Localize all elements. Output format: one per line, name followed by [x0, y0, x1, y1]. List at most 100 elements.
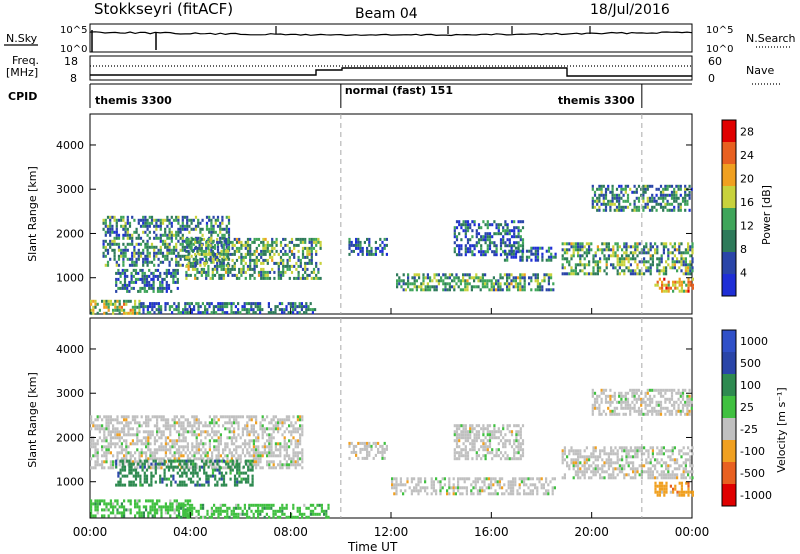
power-cell [464, 273, 467, 277]
power-cell [184, 305, 187, 309]
velocity-cell [233, 448, 236, 452]
velocity-cell [446, 489, 449, 493]
power-cell [249, 258, 252, 262]
velocity-cell [355, 444, 358, 448]
power-cell [618, 208, 621, 212]
power-cell [588, 248, 591, 252]
velocity-cell [545, 492, 548, 496]
power-cell [579, 263, 582, 267]
power-cell [267, 311, 270, 315]
power-cell [156, 268, 160, 272]
power-cell [621, 248, 624, 252]
power-cell [201, 218, 204, 222]
power-cell [517, 229, 520, 233]
velocity-cell [180, 503, 183, 507]
power-cell [667, 280, 670, 284]
power-cell [192, 218, 195, 222]
velocity-cell [235, 418, 238, 422]
power-cell [279, 249, 283, 253]
power-cell [166, 218, 169, 222]
velocity-cell [173, 427, 176, 431]
power-cell [264, 276, 267, 280]
power-cell [651, 193, 654, 197]
velocity-cell [206, 430, 209, 434]
velocity-cell [175, 514, 178, 518]
power-cell [223, 311, 226, 315]
power-cell [614, 254, 617, 258]
velocity-cell [266, 460, 269, 464]
velocity-cell [228, 436, 231, 440]
power-cell [199, 236, 202, 240]
power-cell [149, 311, 152, 315]
power-cell [460, 226, 463, 230]
velocity-cell [96, 505, 99, 509]
velocity-cell [96, 439, 99, 443]
power-cell [94, 305, 97, 309]
velocity-cell [486, 424, 489, 428]
power-cell [603, 254, 606, 258]
velocity-cell [268, 506, 271, 510]
power-cell [402, 279, 405, 283]
velocity-cell [101, 463, 104, 467]
power-cell [506, 252, 509, 256]
power-colorbar-tick: 12 [740, 220, 754, 233]
velocity-cell [90, 427, 93, 431]
velocity-cell [105, 415, 108, 419]
velocity-cell [266, 415, 269, 419]
power-cell [281, 302, 284, 306]
velocity-cell [465, 492, 468, 496]
power-cell [534, 246, 537, 250]
velocity-cell [134, 502, 137, 506]
power-cell [687, 286, 690, 290]
power-cell [679, 208, 682, 212]
velocity-cell [265, 506, 268, 510]
power-cell [92, 305, 95, 309]
velocity-cell [114, 430, 117, 434]
velocity-cell [216, 483, 219, 487]
power-cell [561, 254, 564, 258]
power-cell [679, 205, 682, 209]
power-cell [642, 196, 645, 200]
velocity-cell [487, 492, 490, 496]
velocity-cell [167, 421, 170, 425]
power-cell [220, 261, 223, 265]
power-cell [591, 202, 594, 206]
power-cell [163, 277, 166, 281]
velocity-cell [197, 512, 200, 516]
power-cell [618, 260, 621, 264]
power-cell [220, 264, 223, 268]
velocity-cell [469, 448, 472, 452]
velocity-cell [210, 515, 213, 519]
velocity-cell [120, 445, 123, 449]
velocity-cell [547, 483, 550, 487]
velocity-cell [167, 427, 170, 431]
power-cell [590, 248, 593, 252]
power-cell [596, 269, 599, 273]
power-cell [355, 246, 358, 250]
power-cell [312, 237, 316, 241]
power-cell [473, 244, 476, 248]
velocity-cell [217, 457, 220, 461]
power-cell [545, 258, 548, 262]
power-cell [611, 199, 614, 203]
velocity-cell [191, 448, 194, 452]
power-cell [165, 280, 168, 284]
velocity-cell [160, 433, 163, 437]
power-cell [146, 218, 149, 222]
power-cell [296, 305, 299, 309]
velocity-cell [216, 459, 219, 463]
velocity-cell [610, 473, 613, 477]
velocity-cell [309, 509, 312, 513]
velocity-cell [151, 505, 154, 509]
power-cell [689, 280, 692, 284]
velocity-cell [276, 509, 279, 513]
velocity-cell [181, 474, 184, 478]
power-cell [490, 288, 493, 292]
power-cell [519, 282, 522, 286]
power-cell [667, 257, 670, 261]
velocity-cell [222, 474, 226, 478]
velocity-cell [215, 433, 218, 437]
power-cell [131, 251, 134, 255]
velocity-cell [299, 442, 302, 446]
